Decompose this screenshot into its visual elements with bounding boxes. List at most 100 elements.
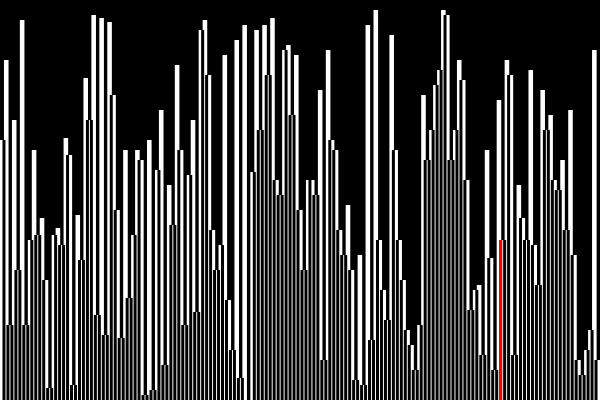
white-panel	[325, 50, 331, 400]
white-panel	[476, 285, 482, 400]
white-panel	[206, 75, 212, 400]
white-panel	[294, 55, 299, 400]
white-panel	[437, 70, 442, 400]
divider-line	[515, 355, 519, 400]
white-panel	[150, 390, 156, 400]
white-panel	[460, 80, 466, 400]
white-panel	[337, 230, 343, 400]
white-panel	[194, 312, 200, 400]
divider-line	[324, 360, 328, 400]
white-panel	[472, 290, 478, 400]
white-panel	[393, 150, 398, 400]
white-panel	[421, 95, 426, 400]
divider-line	[431, 130, 435, 400]
divider-line	[316, 195, 320, 400]
white-panel	[190, 120, 196, 400]
divider-line	[578, 375, 582, 400]
white-panel	[532, 245, 538, 400]
divider-line	[58, 245, 62, 400]
white-panel	[135, 150, 140, 400]
white-panel	[592, 50, 597, 400]
divider-line	[463, 180, 467, 400]
white-panel	[202, 20, 208, 400]
divider-line	[181, 325, 185, 400]
divider-line	[240, 378, 244, 400]
white-panel	[103, 335, 108, 400]
divider-line	[97, 315, 101, 400]
white-panel	[373, 10, 379, 400]
white-panel	[385, 320, 390, 400]
white-panel	[290, 115, 295, 400]
divider-line	[213, 270, 217, 400]
divider-line	[562, 230, 566, 400]
white-panel	[556, 190, 561, 400]
white-panel	[341, 255, 347, 400]
divider-line	[491, 370, 495, 400]
divider-line	[169, 225, 173, 400]
white-panel	[572, 255, 577, 400]
divider-line	[459, 80, 463, 400]
divider-line	[2, 140, 6, 400]
white-panel	[433, 85, 438, 400]
white-panel	[452, 130, 458, 400]
red-marker	[499, 240, 503, 400]
divider-line	[558, 190, 562, 400]
white-panel	[413, 370, 418, 400]
divider-line	[526, 240, 530, 400]
white-panel	[445, 15, 450, 400]
white-panel	[186, 175, 192, 400]
divider-line	[260, 130, 264, 400]
white-panel	[262, 25, 267, 400]
white-panel	[182, 325, 188, 400]
white-panel	[99, 18, 104, 400]
divider-line	[137, 160, 141, 400]
divider-line	[89, 120, 93, 400]
white-panel	[321, 360, 327, 400]
divider-line	[364, 385, 368, 400]
white-panel	[222, 55, 228, 400]
divider-line	[487, 258, 491, 400]
white-panel	[381, 290, 387, 400]
white-panel	[576, 360, 581, 400]
white-panel	[588, 330, 593, 400]
white-panel	[270, 18, 275, 400]
white-panel	[31, 150, 37, 400]
divider-line	[379, 290, 383, 400]
divider-line	[590, 330, 594, 400]
white-panel	[107, 22, 112, 400]
divider-line	[554, 190, 558, 400]
white-panel	[349, 270, 355, 400]
white-panel	[333, 150, 339, 400]
white-panel	[95, 315, 100, 400]
white-panel	[298, 210, 303, 400]
divider-line	[54, 235, 58, 400]
white-panel	[508, 75, 514, 400]
divider-line	[372, 340, 376, 400]
divider-line	[264, 75, 268, 400]
white-panel	[449, 160, 454, 400]
white-panel	[230, 350, 236, 400]
divider-line	[423, 160, 427, 400]
divider-line	[415, 370, 419, 400]
white-panel	[0, 140, 5, 400]
divider-line	[165, 365, 169, 400]
divider-line	[121, 338, 125, 400]
divider-line	[566, 230, 570, 400]
white-panel	[35, 235, 41, 400]
white-panel	[7, 325, 13, 400]
white-panel	[39, 218, 45, 400]
divider-line	[387, 320, 391, 400]
divider-line	[145, 395, 149, 400]
divider-line	[209, 230, 213, 400]
divider-line	[435, 85, 439, 400]
white-panel	[166, 185, 172, 400]
white-panel	[158, 110, 164, 400]
divider-line	[368, 340, 372, 400]
white-panel	[226, 300, 232, 400]
divider-line	[30, 240, 34, 400]
white-panel	[238, 378, 243, 400]
divider-line	[507, 75, 511, 400]
white-panel	[234, 40, 240, 400]
white-panel	[441, 10, 446, 400]
white-panel	[91, 15, 96, 400]
